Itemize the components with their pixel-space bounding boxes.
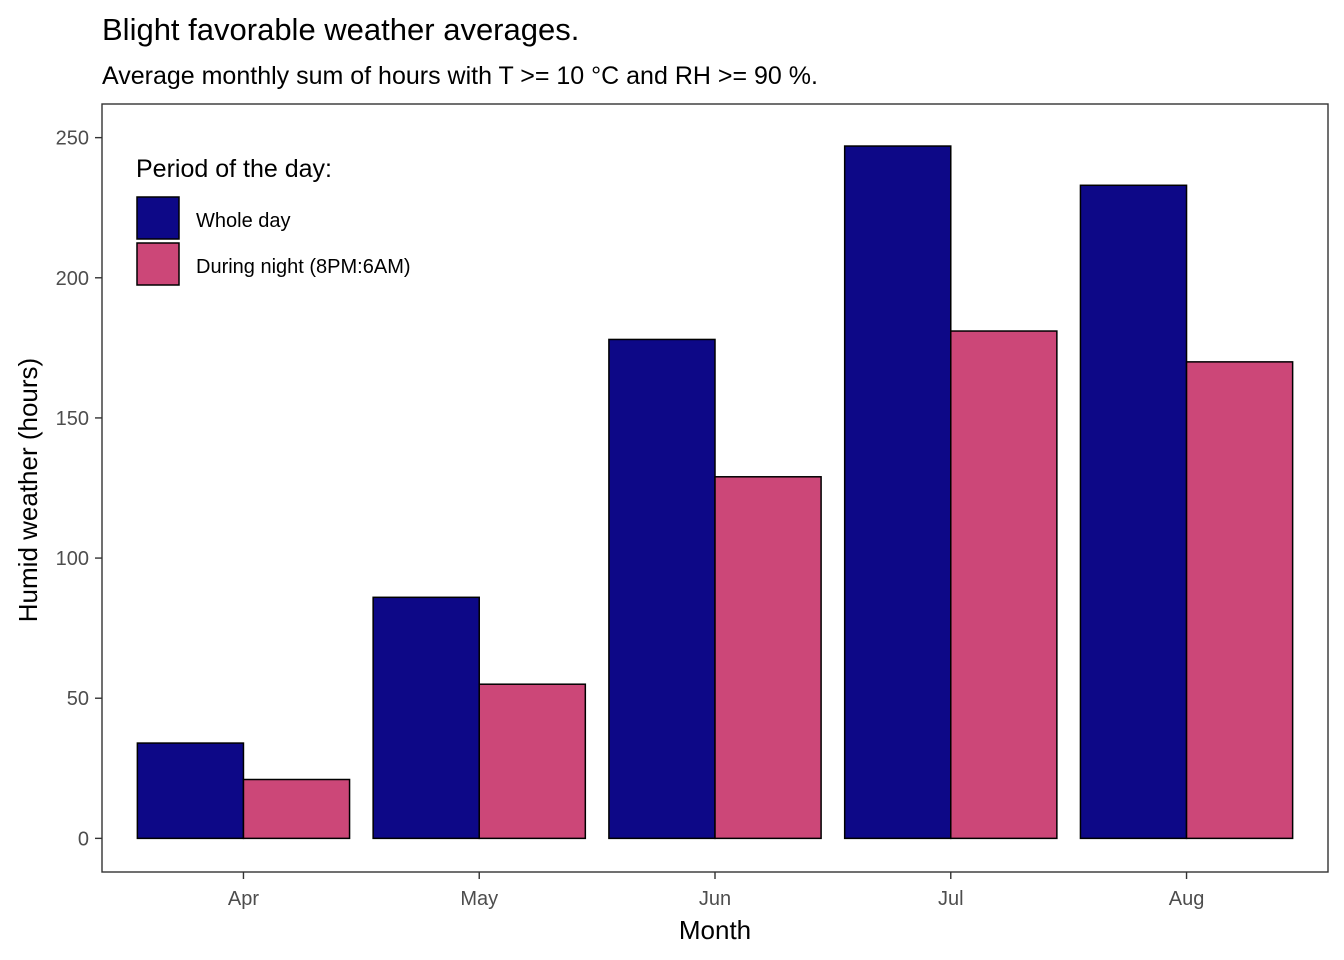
bar-apr-series-1 bbox=[242, 778, 351, 840]
legend-title: Period of the day: bbox=[136, 155, 332, 183]
x-tick-label-may: May bbox=[460, 888, 498, 910]
bar-apr-series-0 bbox=[136, 742, 245, 840]
y-tick-label-0: 0 bbox=[78, 828, 89, 850]
plot-panel-border bbox=[101, 103, 1329, 873]
legend-label-during-night: During night (8PM:6AM) bbox=[196, 256, 411, 278]
legend-key-during-night bbox=[136, 242, 180, 286]
y-tick-label-150: 150 bbox=[56, 408, 89, 430]
bar-jun-series-0 bbox=[608, 338, 716, 840]
bar-jul-series-1 bbox=[950, 330, 1058, 840]
legend-label-whole-day: Whole day bbox=[196, 210, 291, 232]
y-tick-label-100: 100 bbox=[56, 548, 89, 570]
legend-key-whole-day bbox=[136, 196, 180, 240]
y-axis-title: Humid weather (hours) bbox=[13, 358, 43, 622]
x-tick-label-apr: Apr bbox=[228, 888, 259, 910]
y-tick-label-250: 250 bbox=[56, 128, 89, 150]
x-tick-label-jul: Jul bbox=[938, 888, 964, 910]
bar-aug-series-0 bbox=[1079, 184, 1188, 840]
chart-subtitle: Average monthly sum of hours with T >= 1… bbox=[102, 62, 818, 90]
bar-jul-series-0 bbox=[843, 145, 952, 840]
bar-may-series-1 bbox=[478, 683, 587, 840]
bar-jun-series-1 bbox=[714, 476, 822, 840]
x-axis-title: Month bbox=[679, 915, 751, 945]
bar-may-series-0 bbox=[372, 596, 480, 840]
x-tick-label-jun: Jun bbox=[699, 888, 731, 910]
legend: Period of the day: Whole day During nigh… bbox=[136, 155, 411, 286]
chart-title: Blight favorable weather averages. bbox=[102, 12, 579, 47]
bars-group bbox=[136, 145, 1294, 840]
bar-aug-series-1 bbox=[1185, 361, 1294, 840]
y-tick-label-50: 50 bbox=[67, 688, 89, 710]
y-axis: 0 50 100 150 200 250 bbox=[56, 128, 102, 850]
y-tick-label-200: 200 bbox=[56, 268, 89, 290]
x-axis: Apr May Jun Jul Aug bbox=[228, 872, 1204, 910]
x-tick-label-aug: Aug bbox=[1169, 888, 1205, 910]
